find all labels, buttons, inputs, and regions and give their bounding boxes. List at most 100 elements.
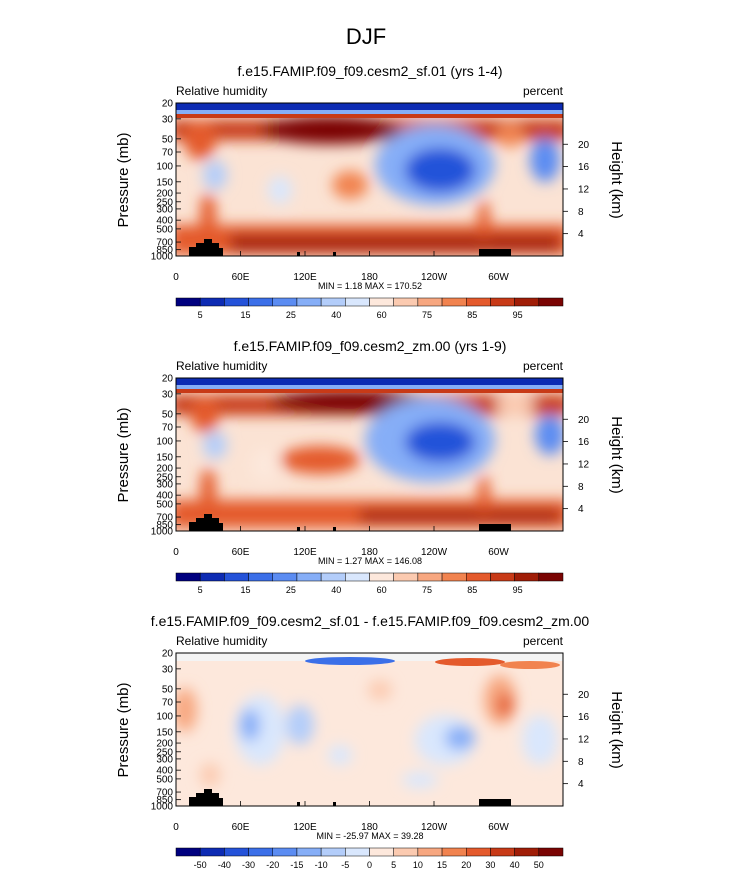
colorbar-swatch — [224, 847, 249, 857]
pressure-tick-label: 150 — [156, 452, 173, 463]
pressure-tick-label: 150 — [156, 727, 173, 738]
colorbar-swatch — [296, 847, 322, 857]
min-max-stats: MIN = -25.97 MAX = 39.28 — [316, 831, 423, 841]
pressure-tick-label: 850 — [156, 245, 173, 256]
height-tick-label: 16 — [578, 162, 590, 173]
colorbar-swatch — [224, 297, 249, 307]
panel-title: f.e15.FAMIP.f09_f09.cesm2_zm.00 (yrs 1-9… — [234, 338, 507, 354]
colorbar-swatch — [224, 572, 249, 582]
y-axis-label-right: Height (km) — [608, 141, 625, 219]
colorbar-swatch — [199, 847, 225, 857]
pressure-tick-label: 20 — [162, 374, 174, 385]
colorbar-swatch — [320, 297, 346, 307]
x-tick-label: 120W — [421, 547, 448, 558]
pressure-tick-label: 250 — [156, 197, 173, 208]
colorbar-swatch — [417, 847, 443, 857]
pressure-tick-label: 400 — [156, 766, 173, 777]
pressure-tick-label: 400 — [156, 216, 173, 227]
pressure-tick-label: 150 — [156, 177, 173, 188]
colorbar-label: 40 — [510, 860, 520, 870]
x-tick-label: 180 — [361, 272, 378, 283]
colorbar-swatch — [466, 572, 491, 582]
pressure-tick-label: 70 — [162, 422, 174, 433]
colorbar-swatch — [345, 297, 370, 307]
colorbar-swatch — [272, 572, 298, 582]
colorbar-swatch — [199, 572, 225, 582]
colorbar-swatch — [417, 572, 443, 582]
colorbar-label: 85 — [467, 585, 477, 595]
colorbar-label: 5 — [198, 310, 203, 320]
x-tick-label: 180 — [361, 547, 378, 558]
pressure-tick-label: 500 — [156, 499, 173, 510]
colorbar-label: 30 — [485, 860, 495, 870]
pressure-tick-label: 700 — [156, 238, 173, 249]
colorbar-swatch — [296, 297, 322, 307]
pressure-tick-label: 300 — [156, 204, 173, 215]
pressure-tick-label: 250 — [156, 747, 173, 758]
pressure-tick-label: 70 — [162, 147, 174, 158]
colorbar-swatch — [490, 847, 515, 857]
colorbar-swatch — [369, 297, 394, 307]
colorbar-label: 5 — [391, 860, 396, 870]
height-tick-label: 8 — [578, 757, 584, 768]
colorbar-label: 10 — [413, 860, 423, 870]
x-tick-label: 60W — [488, 822, 509, 833]
pressure-tick-label: 400 — [156, 491, 173, 502]
units-label: percent — [523, 359, 564, 373]
colorbar-swatch — [248, 847, 273, 857]
colorbar: 5 15 25 40 60 75 85 95 — [175, 572, 564, 595]
pressure-tick-label: 100 — [156, 436, 173, 447]
x-tick-label: 60E — [232, 547, 250, 558]
colorbar-label: -15 — [290, 860, 303, 870]
x-tick-label: 180 — [361, 822, 378, 833]
colorbar-label: 25 — [286, 585, 296, 595]
x-axis: 0 60E 120E 180 120W 60W — [173, 526, 509, 558]
colorbar-swatch — [320, 572, 346, 582]
units-label: percent — [523, 84, 564, 98]
colorbar-label: 20 — [461, 860, 471, 870]
pressure-tick-label: 500 — [156, 774, 173, 785]
pressure-tick-label: 200 — [156, 189, 173, 200]
pressure-tick-label: 100 — [156, 161, 173, 172]
colorbar-label: 85 — [467, 310, 477, 320]
x-tick-label: 120W — [421, 822, 448, 833]
colorbar-swatch — [538, 297, 564, 307]
height-tick-label: 4 — [578, 779, 584, 790]
y-axis-height: 20 16 12 8 4 — [563, 140, 590, 240]
y-axis-label: Pressure (mb) — [115, 682, 132, 777]
colorbar-swatch — [514, 847, 540, 857]
pressure-tick-label: 200 — [156, 739, 173, 750]
pressure-tick-label: 700 — [156, 788, 173, 799]
colorbar-swatch — [538, 847, 564, 857]
height-tick-label: 16 — [578, 437, 590, 448]
pressure-tick-label: 1000 — [151, 527, 174, 538]
colorbar-swatch — [466, 847, 491, 857]
pressure-tick-label: 20 — [162, 649, 174, 660]
height-tick-label: 12 — [578, 459, 590, 470]
colorbar-swatch — [175, 297, 201, 307]
height-tick-label: 20 — [578, 690, 590, 701]
x-tick-label: 120E — [293, 822, 317, 833]
y-axis-label: Pressure (mb) — [115, 132, 132, 227]
panel-3: f.e15.FAMIP.f09_f09.cesm2_sf.01 - f.e15.… — [115, 613, 625, 870]
pressure-tick-label: 500 — [156, 224, 173, 235]
pressure-tick-label: 50 — [162, 409, 174, 420]
pressure-tick-label: 100 — [156, 711, 173, 722]
pressure-tick-label: 30 — [162, 389, 174, 400]
contour-field — [176, 103, 563, 256]
x-axis: 0 60E 120E 180 120W 60W — [173, 801, 509, 833]
x-tick-label: 60W — [488, 547, 509, 558]
colorbar-swatch — [466, 297, 491, 307]
x-tick-label: 120E — [293, 547, 317, 558]
height-tick-label: 20 — [578, 140, 590, 151]
colorbar-swatch — [514, 572, 540, 582]
figure-title: DJF — [346, 24, 386, 49]
panel-title: f.e15.FAMIP.f09_f09.cesm2_sf.01 (yrs 1-4… — [237, 63, 502, 79]
colorbar-swatch — [369, 847, 394, 857]
colorbar-label: 60 — [377, 310, 387, 320]
colorbar-swatch — [248, 297, 273, 307]
pressure-tick-label: 20 — [162, 99, 174, 110]
pressure-tick-label: 50 — [162, 684, 174, 695]
colorbar-swatch — [345, 847, 370, 857]
